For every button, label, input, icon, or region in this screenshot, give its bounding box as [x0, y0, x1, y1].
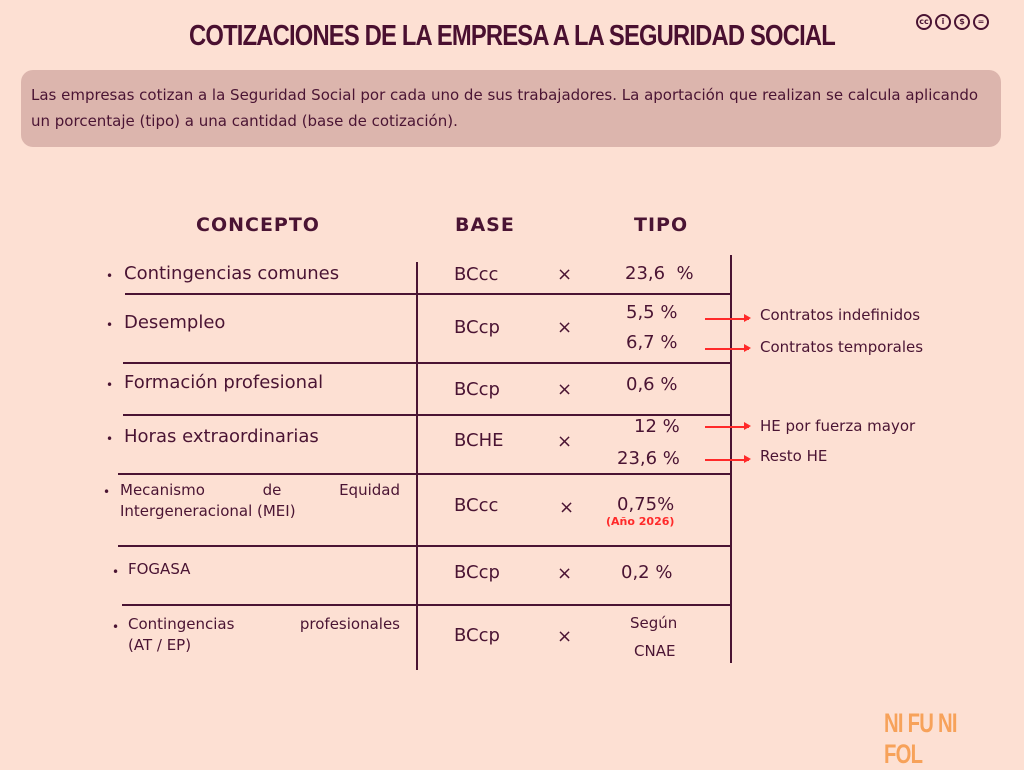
tipo: 0,6 %: [626, 374, 678, 395]
divider-horizontal: [122, 604, 731, 606]
tipo: 0,75%: [617, 494, 675, 515]
concepto: (AT / EP): [128, 636, 192, 654]
times: ×: [557, 379, 573, 400]
base: BCcp: [454, 562, 500, 583]
arrow-icon: [705, 315, 751, 321]
divider-horizontal: [118, 473, 731, 475]
note: HE por fuerza mayor: [760, 417, 916, 435]
arrow-icon: [705, 423, 751, 429]
bullet: •: [112, 565, 120, 579]
bullet: •: [103, 485, 111, 499]
concepto: Intergeneracional (MEI): [120, 502, 296, 520]
note: Resto HE: [760, 447, 828, 465]
base: BCcc: [454, 495, 499, 516]
note: Contratos temporales: [760, 338, 924, 356]
times: ×: [557, 563, 573, 584]
tipo: 12 %: [634, 416, 680, 437]
divider-horizontal: [123, 414, 731, 416]
nd-icon: =: [973, 14, 989, 30]
page-title: COTIZACIONES DE LA EMPRESA A LA SEGURIDA…: [189, 20, 836, 52]
tipo: Según: [630, 614, 678, 632]
brand-logo: NI FU NI FOL: [884, 708, 958, 769]
tipo: 23,6 %: [625, 263, 694, 284]
cc-icon: cc: [916, 14, 932, 30]
license-badges: cc i $ =: [916, 14, 989, 30]
header-base: BASE: [455, 214, 515, 236]
base: BCcp: [454, 625, 500, 646]
concepto: Mecanismo de Equidad: [120, 481, 400, 499]
divider-vertical: [416, 262, 418, 670]
base: BCcc: [454, 264, 499, 285]
arrow-icon: [705, 456, 751, 462]
arrow-icon: [705, 345, 751, 351]
times: ×: [557, 431, 573, 452]
concepto: FOGASA: [128, 560, 191, 578]
tipo: 0,2 %: [621, 562, 673, 583]
concepto: Contingencias profesionales: [128, 615, 400, 633]
concepto: Contingencias comunes: [124, 263, 340, 284]
by-icon: i: [935, 14, 951, 30]
bullet: •: [106, 378, 114, 392]
divider-horizontal: [125, 293, 731, 295]
concepto: Desempleo: [124, 312, 226, 333]
concepto: Formación profesional: [124, 372, 324, 393]
base: BCcp: [454, 379, 500, 400]
divider-horizontal: [118, 545, 731, 547]
tipo: 6,7 %: [626, 332, 678, 353]
times: ×: [559, 497, 575, 518]
bullet: •: [106, 318, 114, 332]
times: ×: [557, 317, 573, 338]
concepto: Horas extraordinarias: [124, 426, 319, 447]
tipo: 23,6 %: [617, 448, 680, 469]
tipo: 5,5 %: [626, 302, 678, 323]
tipo: CNAE: [634, 642, 676, 660]
times: ×: [557, 626, 573, 647]
header-concepto: CONCEPTO: [196, 214, 320, 236]
base: BCHE: [454, 430, 504, 451]
note: Contratos indefinidos: [760, 306, 921, 324]
divider-horizontal: [123, 362, 731, 364]
header-tipo: TIPO: [634, 214, 689, 236]
bullet: •: [106, 432, 114, 446]
bullet: •: [106, 269, 114, 283]
intro-box: Las empresas cotizan a la Seguridad Soci…: [21, 70, 1001, 147]
base: BCcp: [454, 317, 500, 338]
tipo-note: (Año 2026): [606, 515, 675, 528]
bullet: •: [112, 620, 120, 634]
times: ×: [557, 264, 573, 285]
nc-icon: $: [954, 14, 970, 30]
